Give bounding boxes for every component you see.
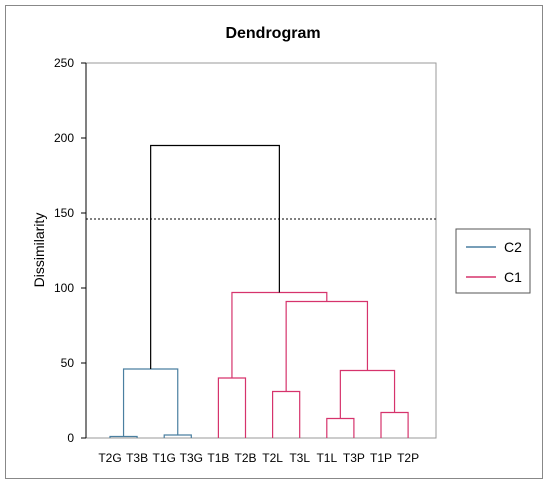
dendrogram-link [380,411,409,438]
plot-area [85,62,437,439]
y-tick-label: 150 [54,206,74,220]
legend-label: C2 [504,239,522,255]
dendrogram-link [339,369,396,419]
dendrogram-link [217,377,247,438]
leaf-label: T1B [207,451,229,465]
leaf-label: T1G [153,451,176,465]
dendrogram-link [326,417,355,438]
leaf-label: T2B [234,451,256,465]
y-tick-label: 0 [67,431,74,445]
leaf-label: T2P [397,451,419,465]
leaf-label: T1P [370,451,392,465]
leaf-labels: T2G T3B T1G T3G T1B T2B T2L T3L T1L T3P T1P T2P [98,451,419,465]
leaf-label: T2G [98,451,121,465]
dendrogram-link [231,291,328,378]
dendrogram-link [122,368,179,437]
y-tick-label: 100 [54,281,74,295]
leaf-label: T3G [180,451,203,465]
y-tick-label: 50 [61,356,75,370]
y-tick-label: 250 [54,56,74,70]
leaf-label: T2L [262,451,283,465]
y-axis: 0 50 100 150 200 250 [54,56,87,445]
dendrogram-link [285,300,369,392]
chart-frame [5,5,543,479]
dendrogram-link [150,144,280,369]
leaf-label: T3B [126,451,148,465]
y-tick-label: 200 [54,131,74,145]
chart-title: Dendrogram [225,25,320,42]
dendrogram-links [109,144,409,438]
legend: C2 C1 [455,228,531,294]
y-axis-label: Dissimilarity [31,213,47,288]
leaf-label: T3P [343,451,365,465]
leaf-label: T3L [289,451,310,465]
legend-label: C1 [504,269,522,285]
leaf-label: T1L [316,451,337,465]
legend-box [455,228,531,294]
dendrogram-link [272,390,301,438]
